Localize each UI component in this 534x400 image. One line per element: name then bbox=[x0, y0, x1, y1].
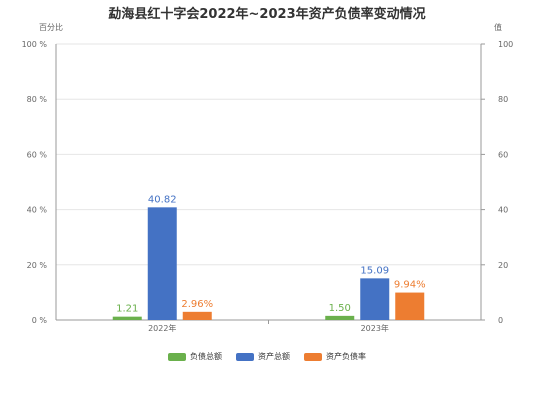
y-axis-title-left: 百分比 bbox=[39, 22, 63, 32]
legend-item-ratio[interactable]: 资产负债率 bbox=[304, 351, 366, 362]
y-tick-label-left: 0 % bbox=[32, 316, 48, 325]
y-tick-label-right: 20 bbox=[498, 261, 508, 270]
y-tick-label-left: 20 % bbox=[27, 261, 48, 270]
y-tick-label-right: 0 bbox=[498, 316, 503, 325]
data-label: 2.96% bbox=[181, 299, 213, 310]
y-axis-title-right: 值 bbox=[494, 22, 502, 32]
legend-swatch bbox=[236, 352, 254, 361]
bar bbox=[395, 292, 425, 320]
x-tick-label: 2023年 bbox=[361, 323, 389, 333]
legend-label: 资产总额 bbox=[258, 352, 290, 361]
y-tick-label-left: 40 % bbox=[27, 206, 48, 215]
y-tick-label-right: 60 bbox=[498, 150, 508, 159]
y-tick-label-right: 80 bbox=[498, 95, 508, 104]
legend-label: 资产负债率 bbox=[326, 352, 366, 361]
data-label: 9.94% bbox=[394, 280, 426, 291]
y-tick-label-left: 60 % bbox=[27, 150, 48, 159]
bar bbox=[182, 311, 212, 320]
bar bbox=[325, 315, 355, 320]
legend-item-assets[interactable]: 资产总额 bbox=[236, 351, 290, 362]
legend-swatch bbox=[304, 352, 322, 361]
data-label: 1.21 bbox=[116, 304, 138, 315]
legend: 负债总额 资产总额 资产负债率 bbox=[0, 351, 534, 362]
legend-label: 负债总额 bbox=[190, 352, 222, 361]
data-label: 1.50 bbox=[329, 303, 351, 314]
legend-item-liabilities[interactable]: 负债总额 bbox=[168, 351, 222, 362]
y-tick-label-left: 100 % bbox=[22, 40, 48, 49]
legend-swatch bbox=[168, 352, 186, 361]
chart-title: 勐海县红十字会2022年~2023年资产负债率变动情况 bbox=[108, 7, 426, 22]
x-tick-label: 2022年 bbox=[148, 323, 176, 333]
y-tick-label-left: 80 % bbox=[27, 95, 48, 104]
data-label: 15.09 bbox=[360, 265, 389, 276]
y-tick-label-right: 100 bbox=[498, 40, 513, 49]
bar bbox=[147, 207, 177, 320]
y-tick-label-right: 40 bbox=[498, 206, 508, 215]
bar bbox=[112, 316, 142, 320]
bar bbox=[360, 278, 390, 320]
data-label: 40.82 bbox=[148, 194, 177, 205]
